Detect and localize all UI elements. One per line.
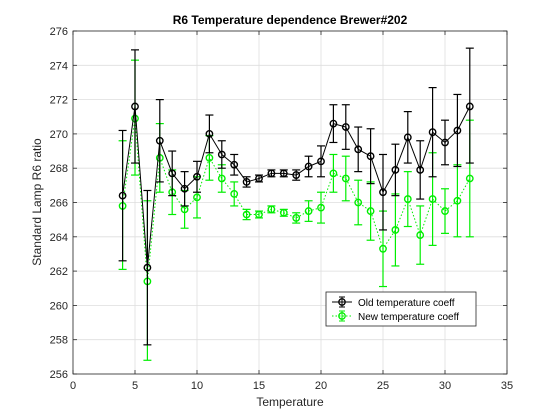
data-point-old: [428, 128, 437, 137]
y-tick-label: 262: [50, 266, 68, 278]
data-point-old: [354, 145, 363, 154]
data-point-new: [403, 195, 412, 203]
legend-marker-old: [338, 298, 346, 306]
series-layer: [118, 47, 474, 361]
data-point-old: [155, 136, 164, 145]
legend: Old temperature coeff New temperature co…: [325, 291, 477, 327]
y-tick-label: 274: [50, 60, 68, 72]
data-point-old: [341, 123, 350, 131]
data-point-new: [391, 226, 400, 234]
data-point-old: [416, 166, 425, 174]
data-point-new: [329, 169, 338, 178]
data-point-old: [403, 133, 412, 142]
legend-box: [325, 291, 477, 327]
data-point-old: [292, 171, 301, 179]
legend-label-old: Old temperature coeff: [358, 298, 455, 309]
data-point-new: [242, 210, 251, 219]
y-tick-label: 276: [50, 26, 68, 38]
data-point-old: [279, 169, 288, 178]
x-tick-label: 5: [132, 380, 138, 392]
x-tick-label: 15: [253, 380, 265, 392]
series-old: [118, 47, 474, 346]
x-tick-label: 35: [501, 380, 513, 392]
data-point-old: [304, 162, 313, 171]
data-point-old: [453, 126, 462, 135]
data-point-new: [416, 231, 425, 239]
data-point-old: [379, 188, 387, 197]
data-point-old: [441, 138, 449, 147]
y-tick-label: 272: [50, 95, 68, 107]
data-point-old: [366, 152, 375, 161]
data-point-old: [255, 174, 263, 183]
chart-title: R6 Temperature dependence Brewer#202: [173, 13, 408, 27]
data-point-old: [465, 102, 474, 111]
data-point-old: [230, 160, 239, 169]
y-axis-label: Standard Lamp R6 ratio: [30, 138, 44, 266]
data-point-new: [354, 198, 363, 207]
data-point-new: [428, 195, 437, 203]
legend-label-new: New temperature coeff: [358, 312, 459, 323]
data-point-new: [230, 190, 239, 198]
data-point-new: [341, 174, 350, 183]
data-point-new: [441, 207, 449, 215]
data-point-old: [329, 119, 338, 128]
data-point-new: [255, 210, 263, 219]
data-point-old: [317, 157, 325, 166]
ticks: 0 5 10 15 20 25 30 35 256 258 260 262 264 266 268 270 27…: [50, 26, 513, 392]
data-point-old: [217, 150, 226, 159]
y-tick-label: 258: [50, 335, 68, 347]
data-point-new: [205, 154, 214, 162]
y-tick-label: 270: [50, 129, 68, 141]
data-point-new: [453, 196, 462, 205]
data-point-old: [205, 129, 214, 138]
data-point-new: [465, 174, 474, 183]
x-tick-label: 30: [439, 380, 451, 392]
data-point-old: [131, 102, 139, 111]
x-tick-label: 20: [315, 380, 327, 392]
legend-marker-new: [338, 312, 346, 320]
legend-item-old: Old temperature coeff: [332, 296, 455, 309]
y-tick-label: 260: [50, 300, 68, 312]
y-tick-label: 256: [50, 369, 68, 381]
data-point-new: [279, 208, 288, 217]
data-point-new: [366, 207, 375, 215]
y-tick-label: 264: [50, 232, 68, 244]
data-point-old: [391, 166, 400, 174]
y-tick-label: 266: [50, 198, 68, 210]
x-axis-label: Temperature: [256, 395, 324, 409]
legend-item-new: New temperature coeff: [332, 310, 459, 323]
data-point-new: [292, 214, 301, 222]
x-tick-label: 10: [191, 380, 203, 392]
data-point-old: [143, 263, 152, 272]
data-point-old: [267, 169, 276, 178]
data-point-old: [242, 178, 251, 186]
x-tick-label: 25: [377, 380, 389, 392]
data-point-new: [193, 193, 201, 202]
x-tick-label: 0: [70, 380, 76, 392]
data-point-new: [317, 203, 325, 212]
data-point-old: [168, 169, 177, 178]
data-point-old: [193, 172, 201, 181]
data-point-new: [304, 207, 313, 215]
data-point-new: [379, 244, 387, 253]
data-point-new: [217, 174, 226, 183]
data-point-new: [267, 205, 276, 214]
y-tick-label: 268: [50, 163, 68, 175]
data-point-old: [118, 191, 127, 200]
data-point-old: [180, 184, 189, 193]
